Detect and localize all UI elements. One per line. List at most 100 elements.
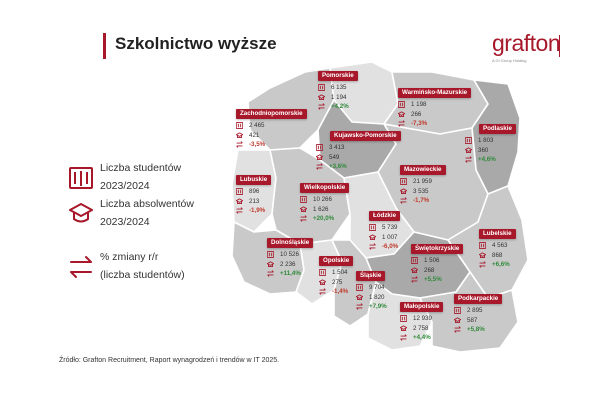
students-value: 896: [249, 188, 260, 195]
graduates-value: 1 626: [313, 205, 329, 213]
arrows-swap-icon: [398, 120, 405, 127]
graduates-value: 360: [478, 146, 489, 154]
logo-subtitle: A Gi Group Holding: [492, 58, 527, 63]
arrows-swap-icon: [400, 197, 407, 204]
region-name-badge: Kujawsko-Pomorskie: [330, 131, 401, 141]
graduates-value: 587: [467, 316, 478, 324]
arrows-swap-icon: [454, 326, 461, 333]
book-icon: [356, 284, 363, 291]
students-value: 9 704: [369, 284, 385, 291]
region-name-badge: Pomorskie: [318, 71, 358, 81]
arrows-swap-icon: [267, 270, 274, 277]
change-value: +7,9%: [369, 303, 387, 310]
students-value: 10 526: [280, 251, 299, 258]
region-name-badge: Śląskie: [356, 271, 386, 281]
graduation-cap-icon: [400, 187, 407, 194]
book-icon: [400, 315, 407, 322]
graduation-cap-icon: [316, 153, 323, 160]
change-value: -3,5%: [249, 141, 266, 148]
region-name-badge: Świętokrzyskie: [411, 244, 464, 254]
book-icon: [400, 178, 407, 185]
graduates-value: 213: [249, 197, 260, 205]
arrows-swap-icon: [465, 156, 472, 163]
book-icon: [411, 257, 418, 264]
book-icon: [398, 101, 405, 108]
region-name-badge: Małopolskie: [400, 302, 444, 312]
change-value: +4,4%: [413, 334, 431, 341]
graduation-cap-icon: [236, 131, 243, 138]
arrows-swap-icon: [319, 288, 326, 295]
change-value: -1,4%: [332, 288, 349, 295]
arrows-swap-icon: [236, 207, 243, 214]
arrows-swap-icon: [400, 334, 407, 341]
arrows-swap-icon: [300, 215, 307, 222]
arrows-swap-icon: [369, 243, 376, 250]
graduates-value: 3 535: [413, 187, 429, 195]
graduation-cap-icon: [454, 316, 461, 323]
book-icon: [454, 307, 461, 314]
source-note: Źródło: Grafton Recruitment, Raport wyna…: [59, 357, 280, 364]
book-icon: [318, 84, 325, 91]
book-icon: [319, 269, 326, 276]
graduates-value: 266: [411, 110, 422, 118]
graduation-cap-icon: [398, 110, 405, 117]
change-value: +3,6%: [329, 163, 347, 170]
legend-change-line2: (liczba studentów): [100, 269, 185, 281]
graduation-cap-icon: [318, 93, 325, 100]
grafton-logo: grafton A Gi Group Holding: [492, 30, 561, 63]
book-icon: [369, 224, 376, 231]
change-value: +20,0%: [313, 215, 335, 222]
region-name-badge: Wielkopolskie: [300, 183, 350, 193]
graduation-cap-icon: [479, 251, 486, 258]
graduates-value: 275: [332, 278, 343, 286]
graduation-cap-icon: [236, 197, 243, 204]
legend-graduates-line2: 2023/2024: [100, 216, 150, 228]
book-icon: [479, 242, 486, 249]
book-icon: [300, 196, 307, 203]
region-name-badge: Łódzkie: [369, 211, 401, 221]
change-value: +4,2%: [331, 103, 349, 110]
graduates-value: 549: [329, 153, 340, 161]
change-value: +5,5%: [424, 276, 442, 283]
graduation-cap-icon: [465, 146, 472, 153]
arrows-swap-icon: [318, 103, 325, 110]
graduates-value: 2 758: [413, 324, 429, 332]
graduation-cap-icon: [319, 278, 326, 285]
book-icon: [69, 167, 93, 189]
graduation-cap-icon: [267, 260, 274, 267]
arrows-swap-icon: [411, 276, 418, 283]
arrows-swap-icon: [236, 141, 243, 148]
graduates-value: 268: [424, 266, 435, 274]
region-name-badge: Lubelskie: [479, 229, 516, 239]
change-value: -6,0%: [382, 243, 399, 250]
page-title: Szkolnictwo wyższe: [115, 34, 277, 53]
region-name-badge: Mazowieckie: [400, 165, 446, 175]
region-shape-podkarpackie: [419, 271, 519, 353]
logo-divider: [559, 35, 560, 57]
students-value: 5 739: [382, 224, 398, 231]
change-value: +6,6%: [492, 261, 510, 268]
book-icon: [465, 137, 472, 144]
change-value: +4,6%: [478, 156, 496, 163]
change-value: -1,9%: [249, 207, 266, 214]
students-value: 3 413: [329, 144, 345, 151]
students-value: 1 198: [411, 101, 427, 108]
arrows-swap-icon: [70, 256, 92, 278]
region-name-badge: Dolnośląskie: [267, 238, 314, 248]
legend-graduates-line1: Liczba absolwentów: [100, 198, 194, 210]
graduates-value: 1 007: [382, 233, 398, 241]
book-icon: [236, 122, 243, 129]
students-value: 4 563: [492, 242, 508, 249]
title-accent-bar: [103, 33, 106, 59]
change-value: -1,7%: [413, 197, 430, 204]
arrows-swap-icon: [316, 163, 323, 170]
region-name-badge: Zachodniopomorskie: [236, 109, 307, 119]
students-value: 1 803: [478, 137, 494, 144]
graduates-value: 2 236: [280, 260, 296, 268]
graduates-value: 868: [492, 251, 503, 259]
logo-wordmark: grafton: [492, 30, 561, 56]
legend-students-line1: Liczba studentów: [100, 162, 182, 174]
graduation-cap-icon: [356, 293, 363, 300]
students-value: 2 895: [467, 307, 483, 314]
